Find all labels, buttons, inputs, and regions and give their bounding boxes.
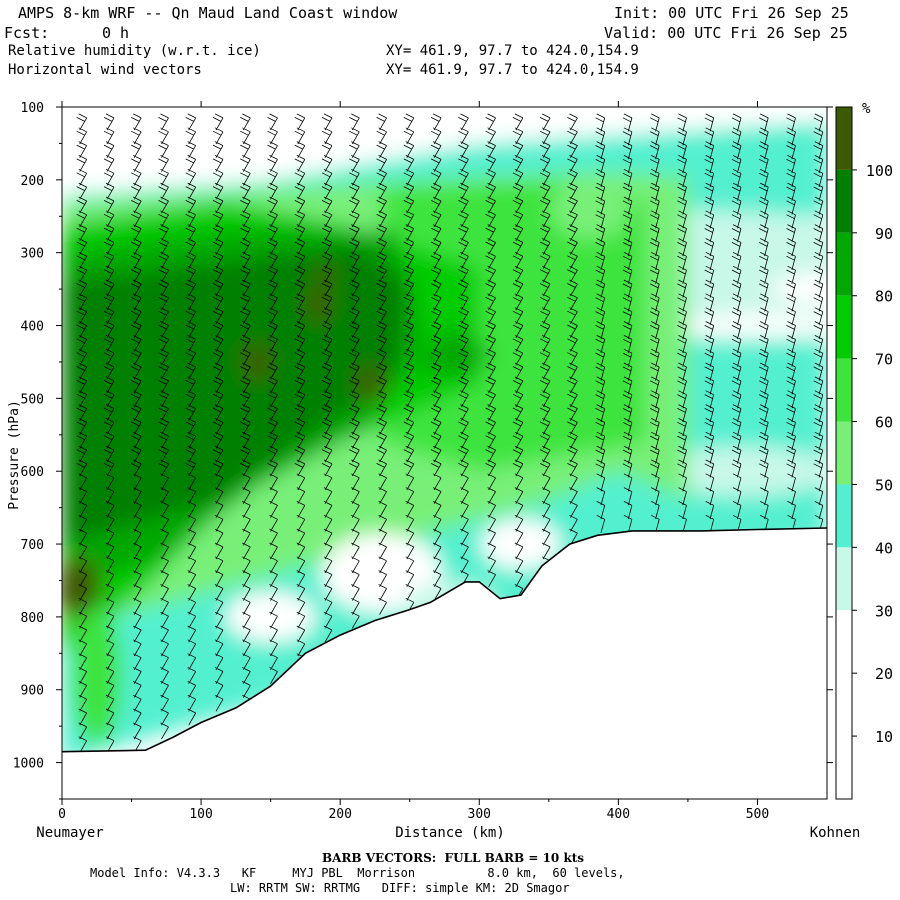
x-axis: 0 100 200 300 400 500 — [58, 101, 769, 822]
plot-frame — [61, 106, 828, 800]
rh-region — [409, 325, 494, 377]
rh-region — [356, 365, 385, 402]
x-tick-label: 500 — [746, 807, 769, 822]
y-tick-label: 800 — [21, 611, 44, 626]
rh-region — [62, 107, 827, 195]
colorbar-label: 90 — [875, 225, 893, 243]
y-tick-label: 500 — [21, 392, 44, 407]
y-tick-label: 400 — [21, 320, 44, 335]
y-axis: 100 200 300 400 500 600 700 800 900 1000 — [13, 101, 833, 800]
colorbar-segment — [836, 736, 852, 799]
colorbar-unit: % — [862, 101, 871, 117]
colorbar-label: 20 — [875, 665, 893, 683]
colorbar-label: 40 — [875, 539, 893, 557]
y-tick-label: 300 — [21, 247, 44, 262]
field2-name: Horizontal wind vectors — [8, 62, 202, 78]
forecast-label: Fcst: — [4, 24, 50, 42]
model-info-line1: Model Info: V4.3.3 KF MYJ PBL Morrison 8… — [90, 866, 625, 880]
colorbar-segment — [836, 358, 852, 422]
field1-xy: XY= 461.9, 97.7 to 424.0,154.9 — [386, 43, 639, 59]
colorbar-segment — [836, 232, 852, 296]
x-tick-label: 200 — [328, 807, 351, 822]
wind-barbs — [76, 113, 824, 754]
rh-region — [225, 591, 316, 642]
x-axis-label: Distance (km) — [395, 825, 505, 841]
x-start-label: Neumayer — [36, 825, 103, 841]
y-axis-label: Pressure (hPa) — [7, 400, 22, 510]
colorbar-label: 30 — [875, 602, 893, 620]
colorbar-label: 50 — [875, 476, 893, 494]
colorbar-label: 80 — [875, 288, 893, 306]
rh-region — [550, 178, 631, 239]
x-tick-label: 400 — [607, 807, 630, 822]
plot-area — [62, 107, 827, 799]
rh-region — [62, 557, 101, 618]
colorbar-segment — [836, 295, 852, 359]
y-tick-label: 600 — [21, 465, 44, 480]
x-tick-label: 300 — [468, 807, 491, 822]
colorbar-segment — [836, 484, 852, 548]
x-tick-label: 100 — [189, 807, 212, 822]
field2-xy: XY= 461.9, 97.7 to 424.0,154.9 — [386, 62, 639, 78]
y-tick-label: 700 — [21, 538, 44, 553]
x-end-label: Kohnen — [810, 825, 861, 841]
colorbar-label: 10 — [875, 728, 893, 746]
terrain-line — [62, 527, 827, 753]
init-time: Init: 00 UTC Fri 26 Sep 25 — [614, 4, 849, 22]
y-tick-label: 100 — [21, 101, 44, 116]
colorbar-segment — [836, 169, 852, 233]
valid-time: Valid: 00 UTC Fri 26 Sep 25 — [604, 24, 848, 42]
x-tick-label: 0 — [58, 807, 66, 822]
model-info-line2: LW: RRTM SW: RRTMG DIFF: simple KM: 2D S… — [230, 881, 570, 895]
colorbar-segment — [836, 673, 852, 737]
forecast-hour: 0 h — [102, 24, 130, 42]
field1-name: Relative humidity (w.r.t. ice) — [8, 43, 261, 59]
wind-barb-set — [76, 113, 824, 754]
colorbar-segment — [836, 421, 852, 485]
colorbar-segment — [836, 547, 852, 611]
colorbar-label: 60 — [875, 414, 893, 432]
rh-region — [71, 605, 122, 746]
colorbar-segment — [836, 610, 852, 674]
y-tick-label: 1000 — [13, 757, 44, 772]
barb-note: BARB VECTORS: FULL BARB = 10 kts — [322, 851, 585, 865]
colorbar-label: 70 — [875, 351, 893, 369]
rh-region — [677, 313, 827, 338]
rh-region — [653, 446, 827, 497]
terrain-fill — [62, 528, 827, 799]
colorbar: 100 90 80 70 60 50 40 30 20 10 — [835, 106, 893, 800]
y-tick-label: 200 — [21, 174, 44, 189]
colorbar-segment — [836, 107, 852, 170]
rh-region — [242, 343, 271, 380]
y-tick-label: 900 — [21, 684, 44, 699]
colorbar-frame — [835, 106, 853, 800]
rh-region — [481, 519, 561, 570]
colorbar-label: 100 — [866, 162, 893, 180]
chart-title: AMPS 8-km WRF -- Qn Maud Land Coast wind… — [18, 4, 398, 22]
rh-region — [770, 271, 827, 307]
